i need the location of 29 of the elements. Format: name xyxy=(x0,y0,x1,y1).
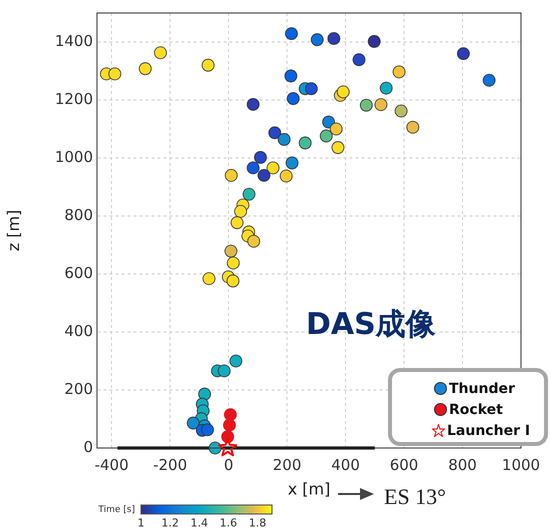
y-tick-label: 1400 xyxy=(54,32,93,50)
legend-label: Rocket xyxy=(449,402,503,418)
x-tick-label: 600 xyxy=(390,456,418,474)
color-bar-label: 1.4 xyxy=(190,516,208,530)
legend-label: Launcher I xyxy=(447,422,530,438)
legend-label: Thunder xyxy=(449,380,515,396)
x-tick-label: 0 xyxy=(224,456,234,474)
x-tick-label: 200 xyxy=(272,456,302,474)
x-axis-title: x [m] xyxy=(288,480,330,499)
x-tick-label: 1000 xyxy=(502,456,540,474)
x-tick-label: -200 xyxy=(153,456,188,474)
color-bar-label: 1.8 xyxy=(248,516,266,530)
y-tick-label: 200 xyxy=(64,380,93,398)
y-tick-label: 1200 xyxy=(54,90,93,108)
annotation: DAS成像 xyxy=(306,306,436,344)
x-tick-label: 400 xyxy=(331,456,360,474)
y-tick-label: 600 xyxy=(64,264,93,282)
color-bar-label: 1 xyxy=(138,516,144,530)
color-bar-label: 1.6 xyxy=(220,516,238,530)
color-bar-label: 1.2 xyxy=(161,516,179,530)
y-tick-label: 1000 xyxy=(54,148,93,166)
y-tick-label: 400 xyxy=(64,322,93,340)
y-tick-label: 0 xyxy=(83,438,93,456)
x-tick-label: -400 xyxy=(94,456,129,474)
color-bar-title: Time [s] xyxy=(97,504,135,515)
x-tick-label: 800 xyxy=(448,456,477,474)
y-axis-title: z [m] xyxy=(4,210,23,252)
text: ES 13° xyxy=(384,484,446,510)
y-tick-label: 800 xyxy=(64,206,93,224)
